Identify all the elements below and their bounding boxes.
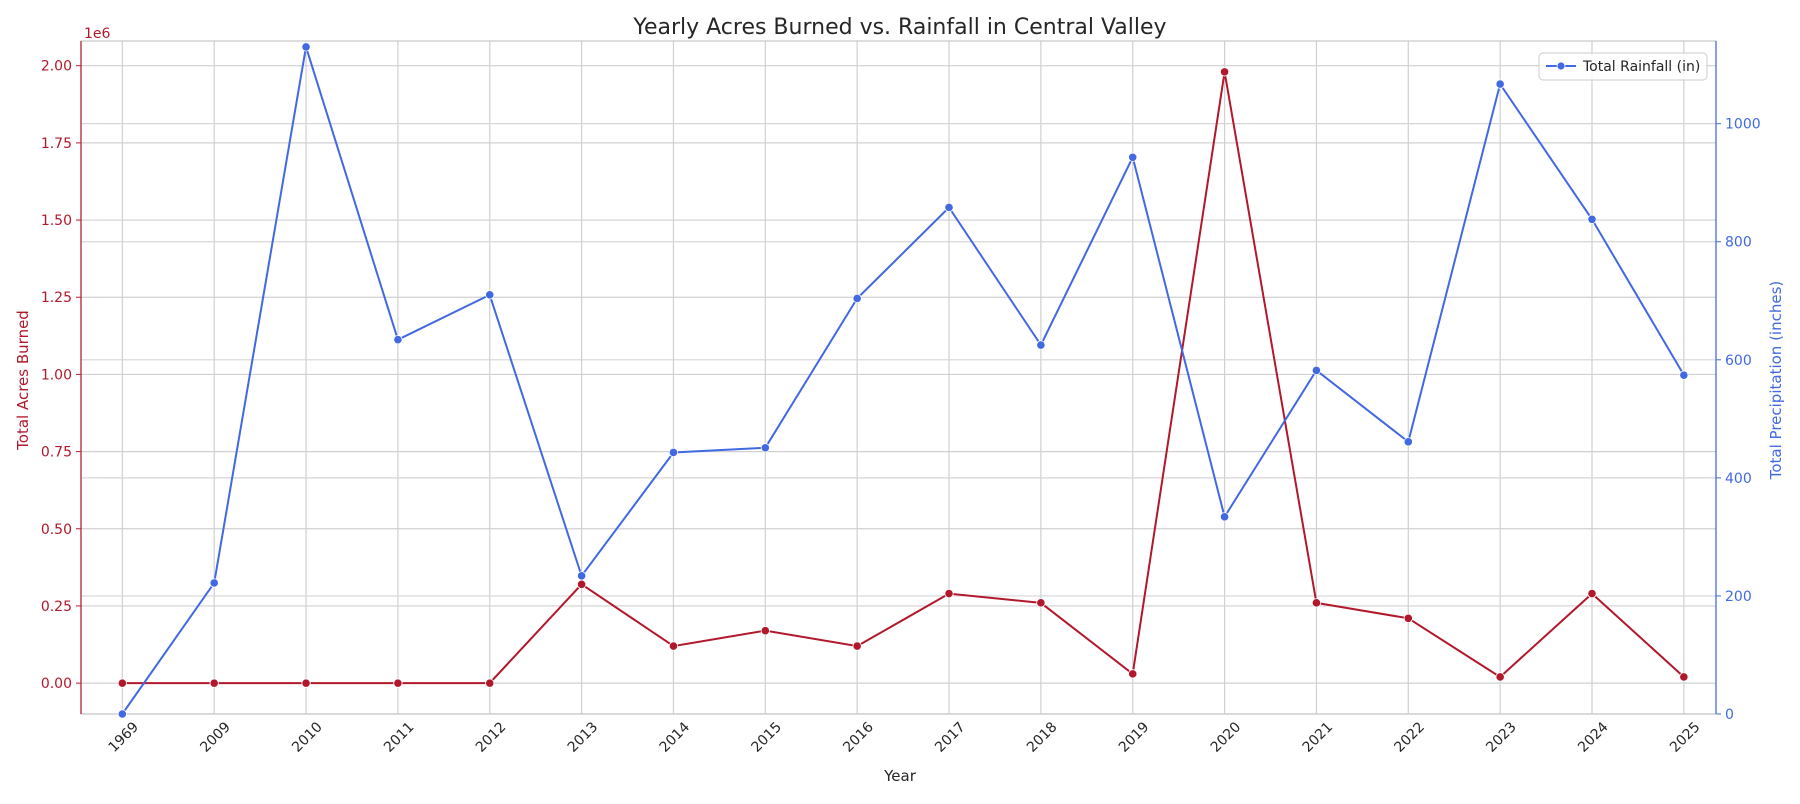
acres-burned-point	[1036, 598, 1046, 608]
x-tick-label: 2011	[381, 719, 418, 756]
right-tick-label: 400	[1725, 471, 1752, 487]
rainfall-line	[121, 46, 1685, 715]
plot-frame	[80, 40, 1717, 715]
acres-burned-point	[944, 589, 954, 599]
x-tick-label: 2022	[1391, 719, 1428, 756]
acres-burned-point	[1495, 672, 1505, 682]
left-tick-label: 0.50	[41, 522, 72, 538]
rainfall-point	[485, 290, 495, 300]
acres-burned-point	[668, 641, 679, 651]
rainfall-point	[301, 42, 311, 52]
right-tick-label: 1000	[1725, 117, 1761, 133]
acres-burned-point	[1311, 598, 1322, 608]
x-tick-label: 2018	[1024, 719, 1061, 756]
x-tick-label: 2020	[1208, 719, 1245, 756]
x-tick-label: 2009	[197, 719, 234, 756]
legend-marker-swatch	[1556, 61, 1566, 71]
x-tick-label: 2017	[932, 719, 969, 756]
acres-burned-point	[852, 641, 862, 651]
x-tick-label: 2010	[289, 719, 326, 756]
rainfall-point	[577, 571, 587, 581]
rainfall-point	[1311, 365, 1322, 376]
axes-layer: 1969 2009 2010 2011 2012 2013 2014 2015 2016 2017…	[41, 40, 1761, 756]
rainfall-point	[1128, 152, 1138, 162]
series-layer	[117, 42, 1689, 719]
acres-burned-point	[1219, 67, 1230, 77]
x-tick-label: 2016	[840, 719, 877, 756]
right-tick-label: 600	[1725, 353, 1752, 369]
rainfall-point	[760, 443, 770, 453]
left-tick-label: 0.75	[41, 445, 72, 461]
acres-burned-point	[577, 579, 587, 589]
acres-burned-line	[122, 71, 1685, 685]
acres-burned-point	[117, 678, 127, 688]
legend-label: Total Rainfall (in)	[1582, 59, 1700, 75]
right-tick-label: 0	[1725, 707, 1734, 723]
x-tick-label: 2012	[473, 719, 510, 756]
right-axis-label: Total Precipitation (inches)	[1767, 281, 1785, 481]
x-tick-label: 2023	[1483, 719, 1520, 756]
rainfall-point	[668, 447, 679, 458]
left-tick-label: 2.00	[41, 59, 72, 75]
rainfall-point	[1219, 512, 1230, 522]
x-tick-label: 2025	[1667, 719, 1704, 756]
rainfall-point	[852, 293, 862, 303]
left-tick-label: 1.75	[41, 136, 72, 152]
rainfall-point	[393, 335, 403, 345]
acres-burned-point	[209, 678, 219, 688]
rainfall-point	[944, 202, 954, 213]
grid-layer	[81, 41, 1716, 715]
acres-burned-point	[485, 678, 495, 688]
acres-burned-point	[301, 678, 311, 688]
rainfall-point	[1403, 437, 1413, 447]
chart-title: Yearly Acres Burned vs. Rainfall in Cent…	[632, 15, 1166, 40]
acres-burned-point	[1587, 589, 1597, 599]
x-axis-label: Year	[883, 767, 917, 785]
acres-burned-point	[1403, 613, 1413, 623]
left-tick-label: 1.50	[41, 213, 72, 229]
x-tick-label: 2015	[748, 719, 785, 756]
x-tick-label: 2021	[1300, 719, 1337, 756]
acres-burned-point	[760, 626, 770, 636]
x-tick-label: 2013	[565, 719, 602, 756]
right-tick-label: 200	[1725, 589, 1752, 605]
left-tick-label: 1.00	[41, 367, 72, 383]
right-tick-label: 800	[1725, 235, 1752, 251]
x-tick-label: 2024	[1575, 719, 1612, 756]
left-tick-label: 0.00	[41, 676, 72, 692]
left-axis-multiplier: 1e6	[84, 26, 111, 42]
acres-burned-point	[1128, 669, 1138, 679]
acres-burned-point	[393, 678, 403, 688]
rainfall-point	[1495, 79, 1505, 89]
legend: Total Rainfall (in)	[1538, 52, 1708, 81]
x-tick-label: 2014	[657, 719, 694, 756]
x-tick-label: 1969	[105, 719, 142, 756]
rainfall-point	[1587, 214, 1597, 224]
acres-burned-point	[1679, 672, 1689, 682]
rainfall-point	[1036, 340, 1046, 350]
x-tick-label: 2019	[1116, 719, 1153, 756]
legend-box	[1538, 52, 1708, 81]
left-tick-label: 1.25	[41, 290, 72, 306]
rainfall-point	[117, 709, 127, 719]
rainfall-point	[1679, 370, 1689, 380]
rainfall-point	[209, 578, 219, 588]
left-tick-label: 0.25	[41, 599, 72, 615]
left-axis-label: Total Acres Burned	[14, 310, 32, 451]
